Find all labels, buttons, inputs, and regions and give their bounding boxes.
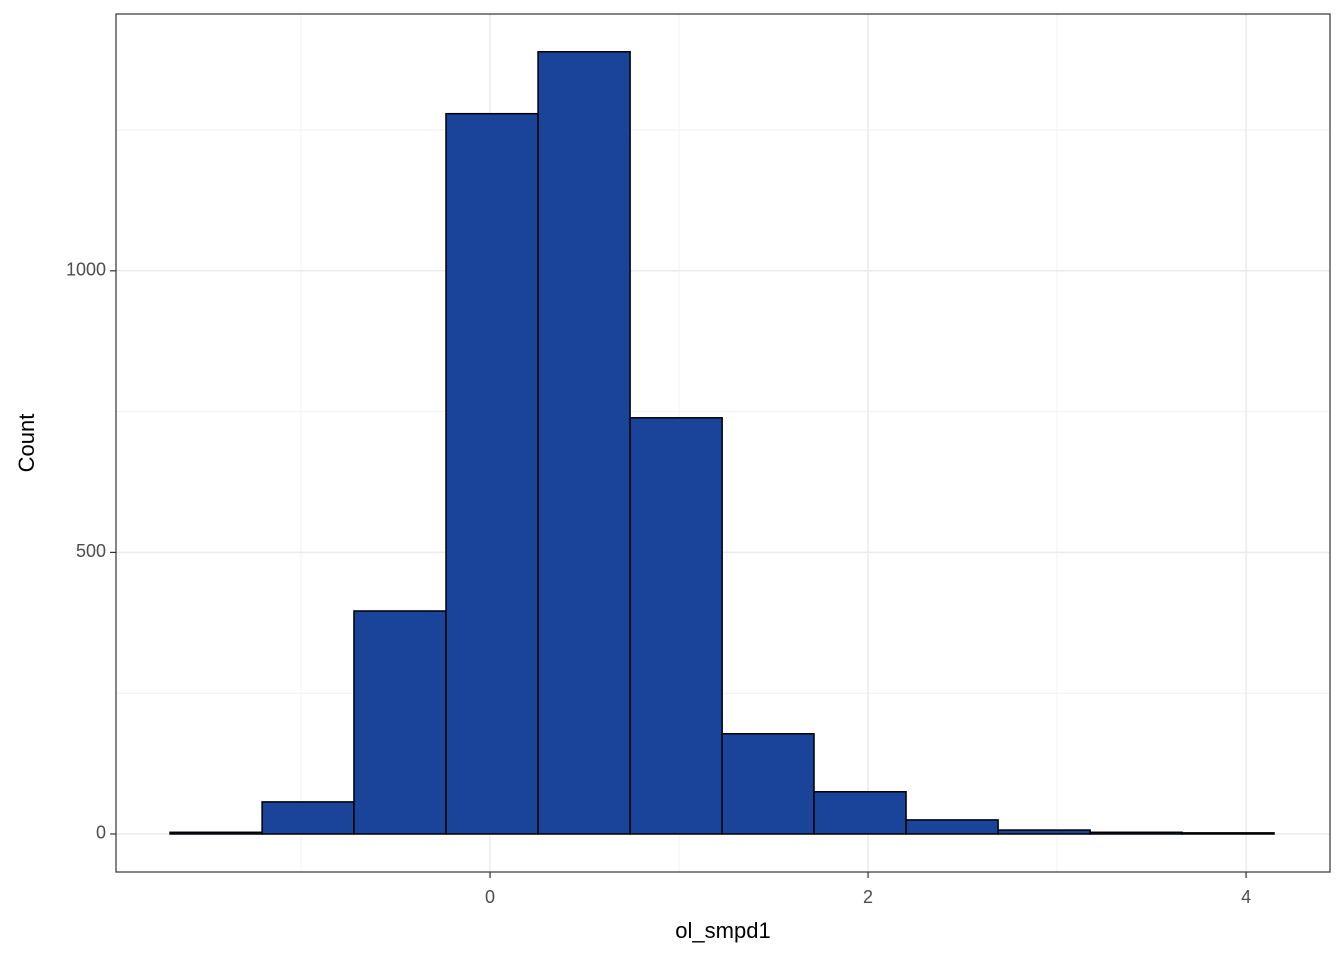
bar <box>629 417 723 835</box>
bar <box>721 732 815 835</box>
x-tick-label: 4 <box>1241 887 1251 907</box>
bars <box>169 50 1275 835</box>
x-tick-label: 2 <box>863 887 873 907</box>
bar <box>261 801 355 835</box>
bar <box>169 831 263 835</box>
bar <box>813 790 907 835</box>
bar <box>1181 832 1275 835</box>
bar <box>353 610 447 835</box>
bar <box>445 112 539 835</box>
bar <box>1089 831 1183 835</box>
panel-border <box>115 13 1331 873</box>
y-tick-label: 500 <box>76 541 106 561</box>
bar <box>997 829 1091 835</box>
y-tick-label: 0 <box>96 823 106 843</box>
x-axis-title: ol_smpd1 <box>675 918 770 943</box>
bar <box>537 50 631 835</box>
x-tick-label: 0 <box>485 887 495 907</box>
bar <box>905 819 999 835</box>
y-tick-label: 1000 <box>66 260 106 280</box>
y-axis-title: Count <box>14 414 39 473</box>
